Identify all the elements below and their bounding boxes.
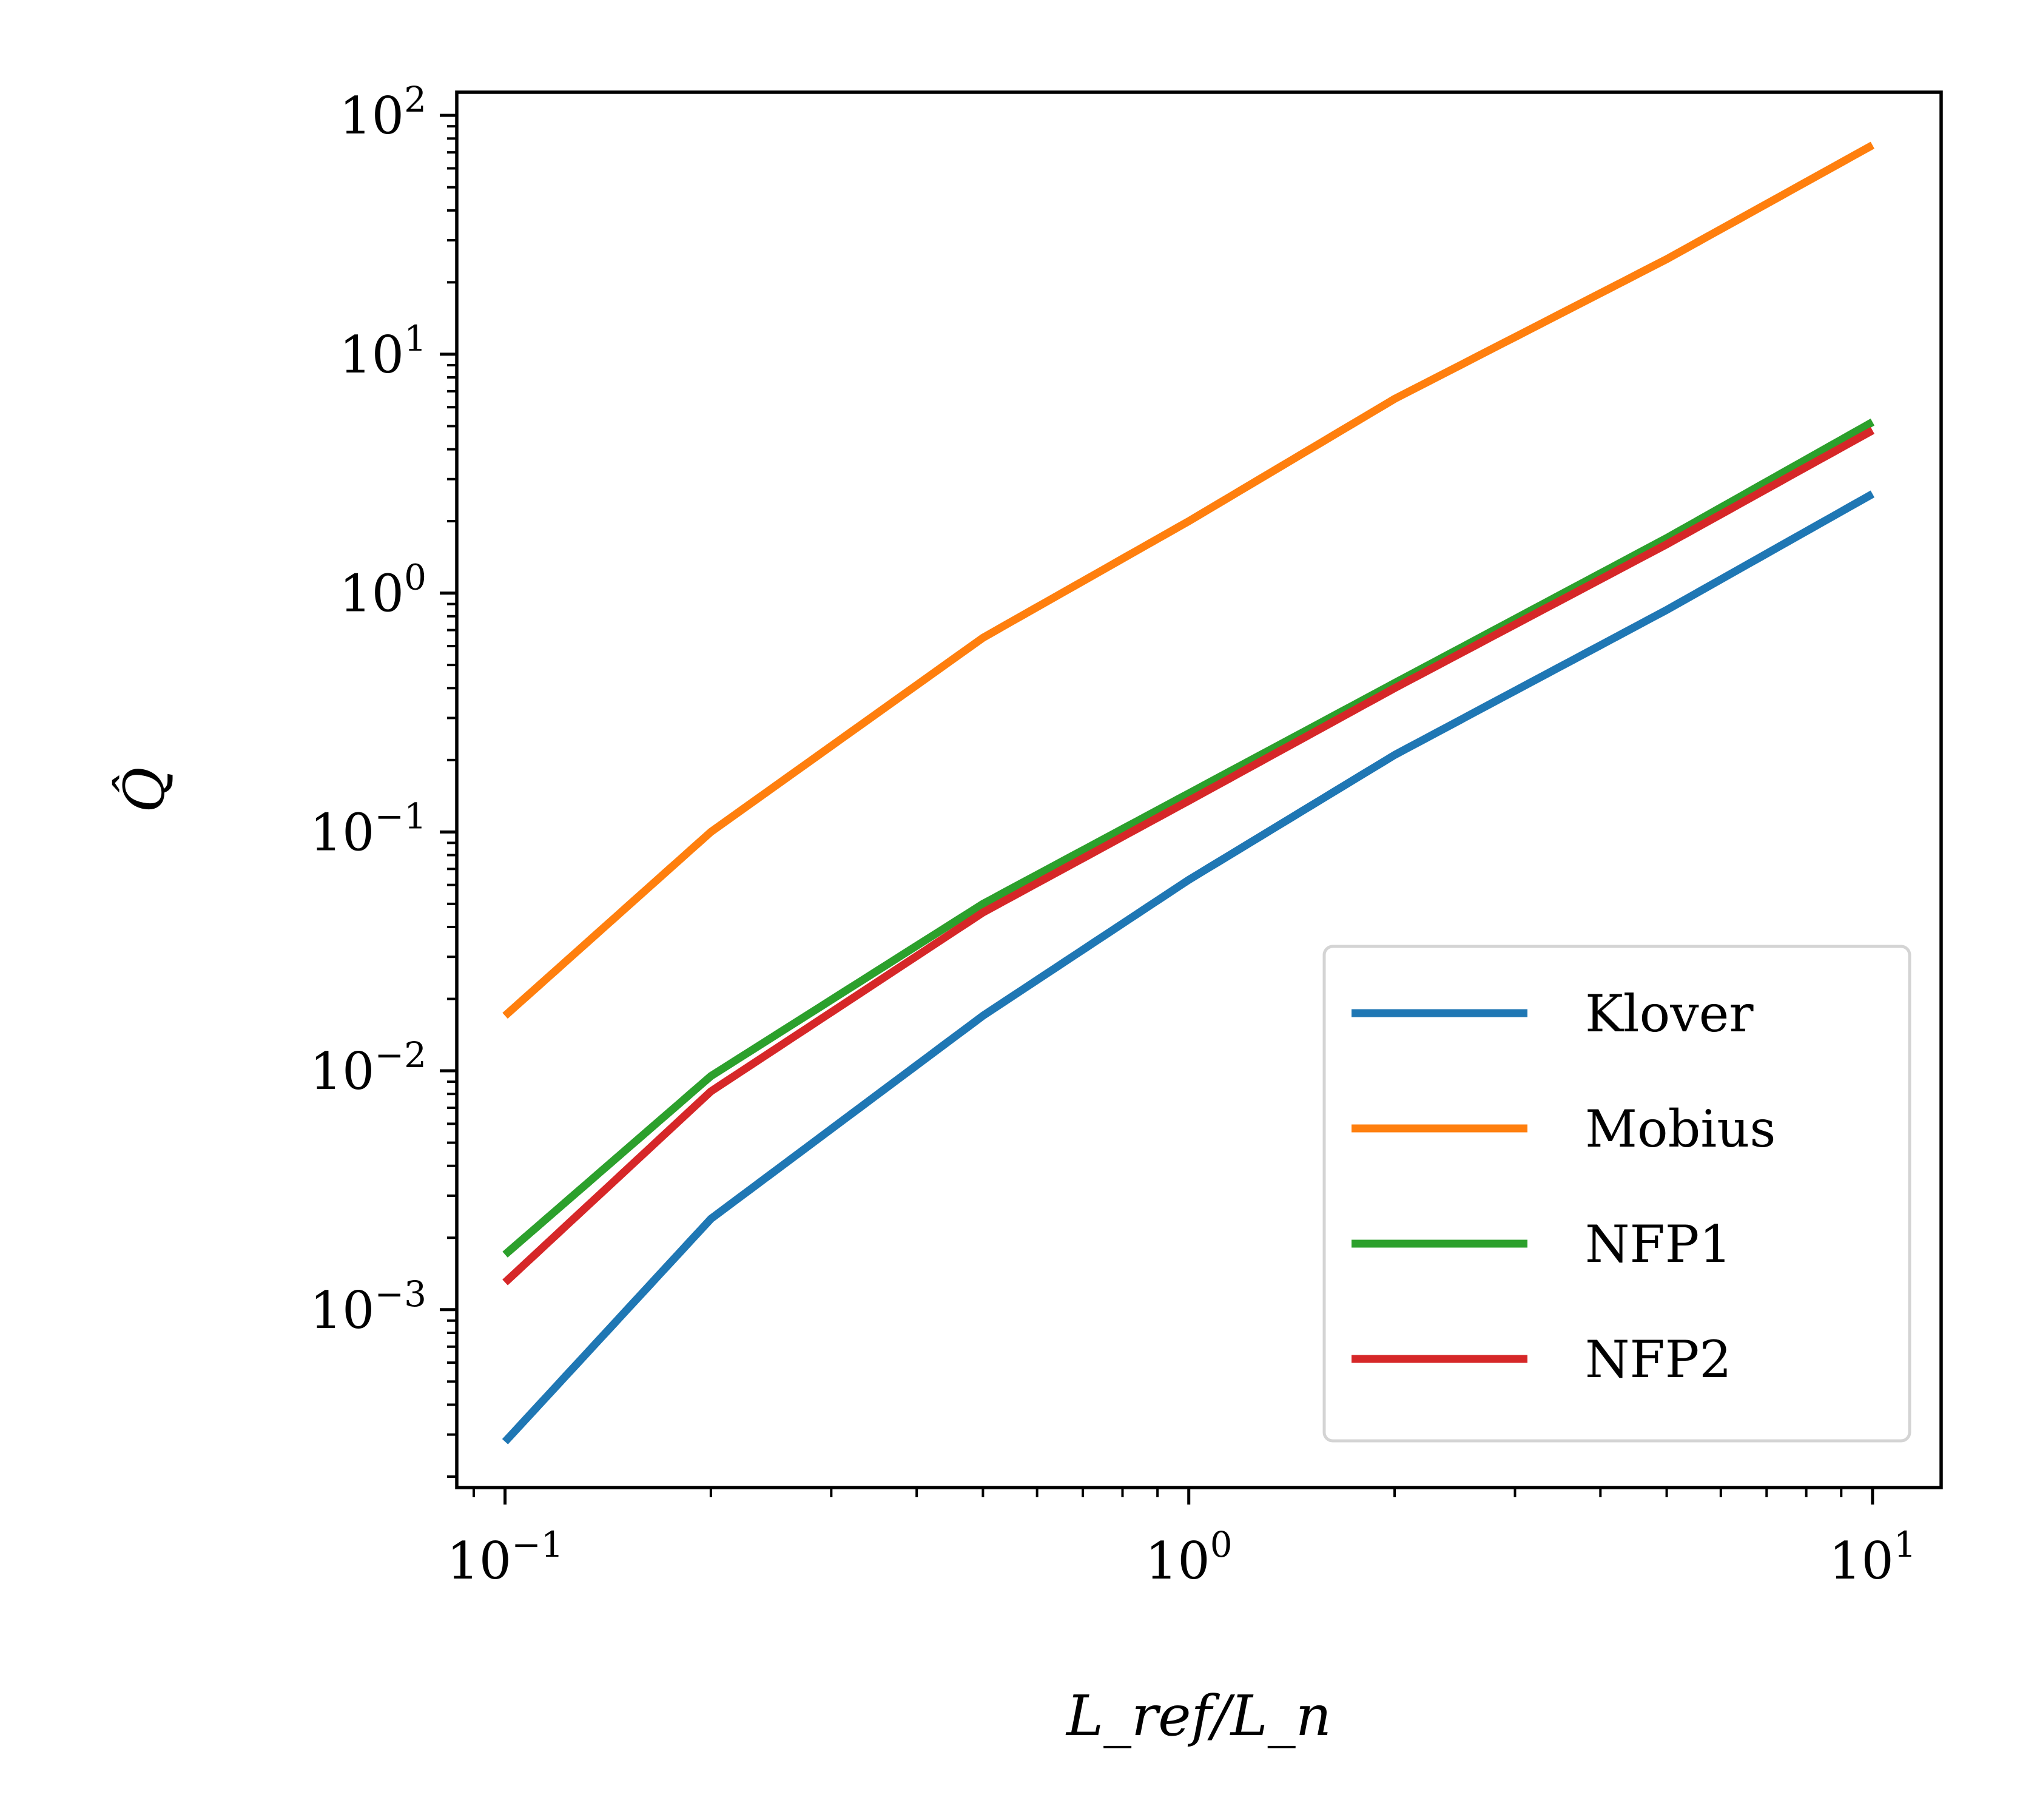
- legend-label-nfp2: NFP2: [1585, 1330, 1732, 1389]
- series-line-mobius: [502, 141, 1875, 1019]
- plot-frame: [455, 90, 1943, 1489]
- series-line-nfp1: [502, 419, 1875, 1258]
- series-layer: [502, 141, 1875, 1444]
- x-axis-label: L_ref/L_n: [1065, 1684, 1332, 1748]
- legend-label-mobius: Mobius: [1585, 1099, 1776, 1159]
- legend-label-klover: Klover: [1585, 984, 1754, 1043]
- legend-box: [1322, 945, 1911, 1443]
- legend-label-nfp1: NFP1: [1585, 1215, 1732, 1274]
- series-line-nfp2: [502, 426, 1875, 1286]
- y-axis-label: Q̂: [112, 767, 177, 812]
- legend: Klover Mobius NFP1 NFP2: [1322, 945, 1911, 1443]
- series-line-klover: [502, 490, 1875, 1444]
